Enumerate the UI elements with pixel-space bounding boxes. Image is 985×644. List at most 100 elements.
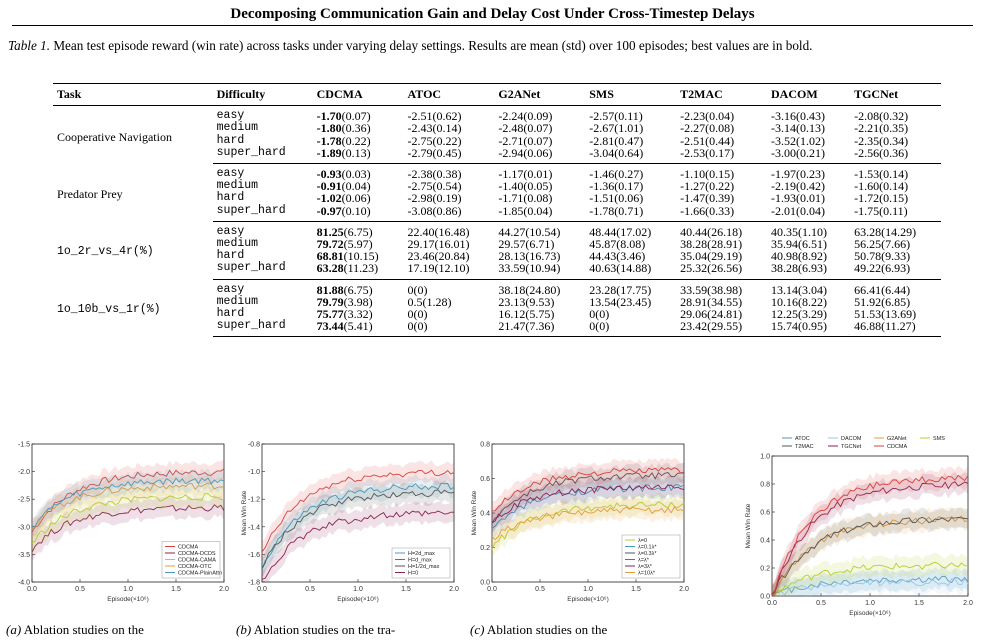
x-tick-label: 2.0: [449, 586, 459, 593]
series-line: [261, 489, 455, 570]
value-std: (0.34): [879, 133, 909, 148]
y-tick-label: 0.4: [480, 511, 490, 518]
subcaption-c: (c) Ablation studies on the: [470, 622, 607, 638]
value-std: (0.22): [341, 133, 371, 148]
value-std: (0.01): [796, 191, 825, 206]
x-tick-label: 0.5: [305, 586, 315, 593]
legend-entry: TGCNet: [841, 444, 862, 450]
chart-d: 0.0 0.5 1.0 1.5 2.0 1.0 0.8 0.6 0.4 0.2 0.0 Episode…: [745, 436, 973, 617]
value-std: (14.88): [616, 261, 652, 276]
value-mean: 0: [407, 282, 414, 297]
value-mean: -2.35: [854, 133, 880, 148]
value-mean: -1.89: [316, 145, 342, 160]
column-header: DACOM: [767, 82, 851, 107]
value-mean: -2.81: [589, 133, 615, 148]
difficulty-cell: super_hard: [212, 146, 313, 165]
table-row: Predator Prey easy -0.93(0.03) -2.38(0.38) -…: [53, 164, 941, 201]
value-cell: -1.97(0.23): [767, 164, 850, 181]
value-std: (0.10): [341, 203, 371, 218]
series-band: [772, 507, 968, 596]
value-std: (0.54): [432, 179, 462, 194]
difficulty-cell: hard: [216, 249, 245, 263]
value-std: (8.92): [798, 249, 827, 264]
value-cell: 66.41(6.44): [850, 279, 941, 296]
value-mean: 28.91: [680, 294, 708, 309]
value-std: (0.05): [523, 179, 553, 194]
value-mean: 22.40: [407, 224, 435, 239]
series-band: [772, 506, 968, 596]
difficulty-cell: hard: [216, 191, 245, 205]
value-cell: -1.75(0.11): [850, 205, 941, 222]
value-mean: 79.79: [316, 294, 344, 309]
value-std: (26.56): [707, 261, 743, 276]
figure-b: 0.0 0.5 1.0 1.5 2.0 -0.8 -1.0 -1.2 -1.4 -1.6 -1.8 E…: [238, 438, 460, 608]
value-std: (23.45): [616, 294, 652, 309]
y-tick-label: -3.0: [18, 524, 30, 531]
series-line: [31, 477, 225, 527]
value-cell: 49.22(6.93): [850, 261, 941, 280]
value-std: (0.64): [614, 145, 644, 160]
value-cell: 75.77(3.32): [313, 308, 404, 320]
value-std: (0.17): [614, 179, 644, 194]
value-cell: 46.88(11.27): [850, 320, 941, 338]
value-cell: -1.51(0.06): [585, 192, 676, 204]
value-mean: -2.75: [407, 133, 433, 148]
value-mean: -2.38: [407, 167, 433, 182]
value-std: (0.13): [341, 145, 371, 160]
value-mean: 28.13: [498, 249, 526, 264]
value-std: (10.94): [525, 261, 561, 276]
value-std: (0.08): [705, 121, 735, 136]
value-cell: -1.40(0.05): [494, 180, 585, 192]
value-mean: -2.94: [498, 145, 524, 160]
value-cell: -1.78(0.71): [585, 205, 677, 222]
value-mean: -2.19: [771, 179, 796, 194]
value-cell: 51.92(6.85): [850, 296, 941, 308]
value-std: (6.93): [881, 261, 911, 276]
value-cell: -1.85(0.04): [494, 205, 586, 222]
value-std: (0.15): [705, 167, 735, 182]
table-caption: Table 1. Mean test episode reward (win r…: [8, 38, 978, 54]
value-mean: 15.74: [771, 319, 798, 334]
y-tick-label: -1.5: [18, 442, 30, 449]
value-std: (6.93): [798, 261, 827, 276]
value-std: (5.41): [343, 319, 373, 334]
value-std: (14.29): [881, 224, 917, 239]
value-mean: 38.28: [680, 237, 708, 252]
value-mean: -2.43: [407, 121, 433, 136]
value-cell: -1.80(0.36): [313, 122, 404, 134]
value-mean: 63.28: [854, 224, 882, 239]
chart-a: 0.0 0.5 1.0 1.5 2.0 -1.5 -2.0 -2.5 -3.0 -3.5 -4.0 E…: [18, 442, 229, 604]
y-tick-label: 0.8: [480, 442, 490, 449]
value-std: (10.15): [343, 249, 379, 264]
value-mean: -2.08: [854, 109, 880, 124]
y-tick-label: -2.5: [18, 497, 30, 504]
difficulty-cell: medium: [216, 179, 259, 193]
x-tick-label: 2.0: [219, 586, 229, 593]
value-cell: 29.17(16.01): [404, 238, 495, 250]
value-mean: 44.27: [498, 224, 526, 239]
value-cell: -3.14(0.13): [767, 122, 850, 134]
difficulty-cell: medium: [216, 237, 259, 251]
value-cell: -2.01(0.04): [767, 205, 851, 222]
table-row: Cooperative Navigation easy -1.70(0.07) -2.…: [53, 106, 941, 143]
value-cell: 40.35(1.10): [767, 221, 850, 238]
value-cell: -1.27(0.22): [676, 180, 767, 192]
difficulty-cell: super_hard: [212, 262, 313, 280]
x-tick-label: 1.0: [353, 586, 363, 593]
value-mean: -1.46: [589, 167, 615, 182]
value-mean: 0: [589, 319, 596, 334]
value-cell: 38.28(6.93): [767, 261, 851, 280]
difficulty-cell: easy: [216, 109, 245, 123]
value-mean: -2.51: [407, 109, 433, 124]
value-mean: 66.41: [854, 282, 882, 297]
value-std: (0.21): [796, 145, 825, 160]
plot-area: [771, 455, 969, 597]
value-mean: 13.14: [771, 282, 798, 297]
value-mean: 38.28: [771, 261, 798, 276]
x-tick-label: 1.5: [631, 586, 641, 593]
value-mean: 29.06: [680, 307, 708, 322]
value-cell: -3.52(1.02): [767, 135, 850, 147]
value-mean: 35.94: [771, 237, 798, 252]
value-mean: 40.98: [771, 249, 798, 264]
series-band: [262, 501, 454, 582]
